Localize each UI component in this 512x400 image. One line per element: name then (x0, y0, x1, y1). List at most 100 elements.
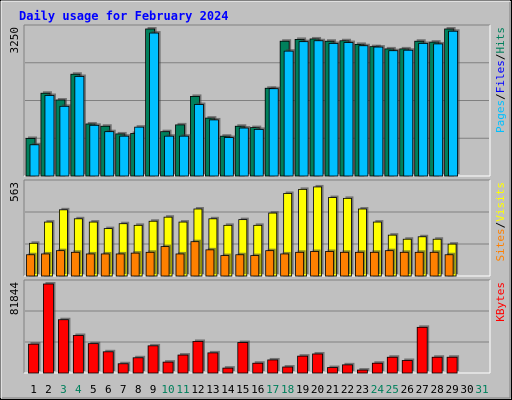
bar-sites-24 (369, 250, 381, 277)
bar-pages-13 (208, 117, 221, 177)
bar-face (384, 250, 394, 277)
bar-pages-7 (119, 134, 131, 177)
bar-kbytes-16 (252, 361, 265, 374)
bar-face (58, 319, 69, 374)
x-tick-label: 14 (221, 383, 235, 396)
bar-face (358, 45, 369, 177)
bar-face (250, 255, 260, 277)
bar-face (145, 251, 155, 277)
bar-kbytes-18 (282, 365, 295, 374)
bar-pages-23 (358, 43, 370, 177)
bar-face (371, 362, 383, 374)
x-tick-label: 6 (105, 383, 112, 396)
x-tick-label: 9 (150, 383, 157, 396)
bar-pages-1 (29, 142, 41, 177)
bar-pages-27 (418, 41, 430, 177)
x-tick-label: 28 (431, 383, 444, 396)
bar-sites-26 (399, 250, 411, 277)
bar-face (373, 46, 384, 177)
bar-pages-16 (253, 127, 266, 177)
bar-sites-4 (70, 250, 82, 277)
legend-entry-pages: Pages (494, 100, 507, 133)
bar-pages-11 (179, 134, 191, 177)
bar-face (342, 364, 353, 374)
panel-middle: 563 Sites/Visits (8, 179, 507, 277)
bar-face (313, 40, 324, 177)
bar-sites-8 (130, 251, 142, 277)
bar-face (295, 251, 305, 277)
bar-face (235, 254, 245, 277)
bar-sites-28 (429, 250, 441, 277)
x-tick-label: 27 (416, 383, 429, 396)
bar-face (44, 95, 55, 177)
bar-face (205, 249, 215, 277)
x-tick-label: 11 (176, 383, 189, 396)
bar-kbytes-11 (177, 353, 190, 374)
bar-shadow (359, 368, 370, 371)
bar-kbytes-19 (297, 354, 310, 374)
x-tick-label: 10 (161, 383, 174, 396)
bar-face (149, 32, 160, 177)
x-tick-label: 22 (341, 383, 354, 396)
bar-kbytes-21 (327, 365, 340, 374)
bar-face (446, 356, 458, 374)
x-tick-label: 15 (236, 383, 249, 396)
x-tick-label: 24 (371, 383, 385, 396)
bar-face (220, 255, 230, 277)
chart-title: Daily usage for February 2024 (19, 9, 229, 23)
x-tick-label: 31 (475, 383, 488, 396)
bar-sites-10 (160, 244, 172, 277)
x-tick-label: 30 (460, 383, 473, 396)
bar-kbytes-2 (43, 282, 56, 374)
bar-face (237, 342, 249, 374)
bar-face (312, 353, 323, 374)
legend-entry-visits: Visits (494, 182, 507, 222)
bar-face (327, 367, 338, 374)
bar-face (280, 253, 290, 277)
bar-face (177, 354, 189, 374)
bar-face (70, 251, 80, 277)
bar-pages-8 (134, 125, 146, 177)
bar-kbytes-28 (431, 355, 445, 374)
bar-face (132, 357, 144, 374)
bar-sites-13 (205, 247, 216, 277)
bar-pages-2 (44, 93, 56, 177)
bar-face (85, 253, 95, 277)
bar-face (433, 43, 444, 177)
x-tick-label: 12 (191, 383, 204, 396)
bar-sites-12 (190, 239, 201, 277)
bar-face (253, 129, 264, 177)
bar-face (26, 254, 35, 277)
x-tick-label: 26 (401, 383, 414, 396)
bar-face (399, 251, 409, 277)
bar-face (102, 351, 114, 374)
bar-face (369, 251, 379, 277)
x-axis-tick-labels: 1 2 3 4 5 6 7 8 9 10 11 12 13 14 15 16 17 18 19 20 21 22 23 24 2… (30, 383, 488, 396)
bar-face (100, 253, 110, 277)
bar-face (431, 356, 443, 374)
x-tick-label: 2 (45, 383, 52, 396)
bar-pages-24 (373, 45, 385, 177)
bar-sites-18 (280, 251, 291, 277)
bar-kbytes-27 (416, 325, 430, 374)
bar-pages-28 (433, 41, 445, 177)
bar-sites-22 (340, 250, 351, 277)
bar-sites-9 (145, 250, 157, 277)
bar-face (298, 41, 309, 177)
bar-face (418, 43, 429, 177)
y-max-label-top: 3250 (8, 27, 21, 54)
bar-kbytes-1 (28, 342, 41, 374)
bar-face (222, 367, 234, 374)
bar-kbytes-8 (132, 355, 146, 374)
bar-face (265, 250, 275, 277)
bar-pages-19 (298, 39, 311, 177)
bar-face (43, 283, 54, 374)
bar-sites-3 (56, 248, 67, 277)
legend-top: Pages/Files/Hits (494, 27, 507, 133)
bar-pages-17 (268, 86, 281, 177)
bar-face (310, 251, 319, 277)
bar-face (429, 251, 439, 277)
y-max-label-bottom: 81844 (8, 282, 21, 315)
bar-sites-23 (354, 250, 366, 277)
legend-entry-hits: Hits (494, 27, 507, 54)
